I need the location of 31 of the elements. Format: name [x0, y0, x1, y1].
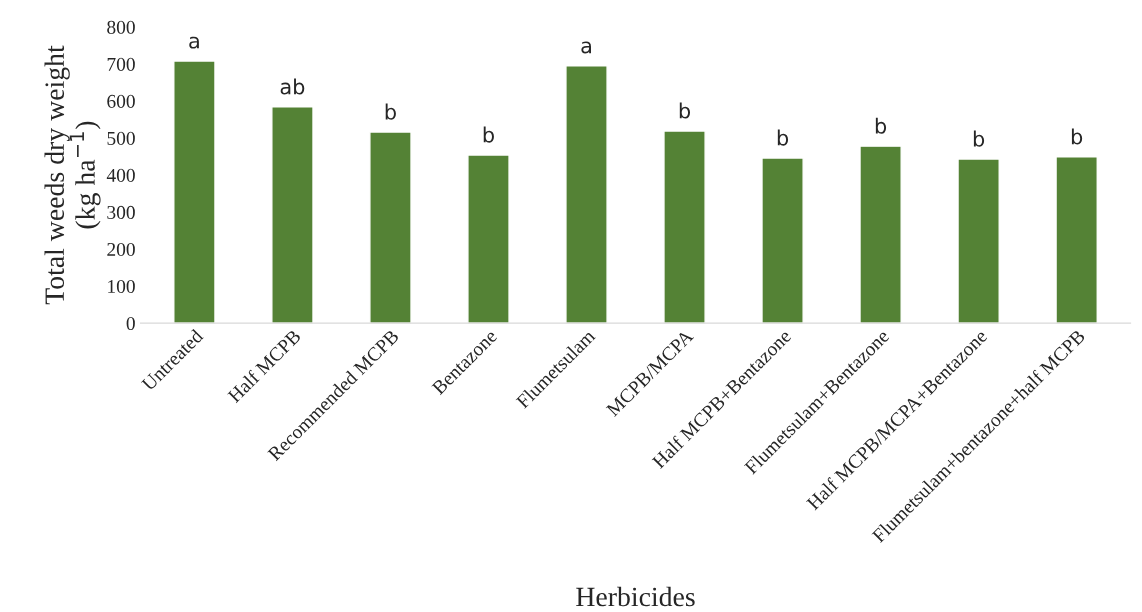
y-tick-label: 0 [126, 316, 135, 331]
bar [761, 157, 804, 324]
bar [663, 130, 706, 324]
bar [173, 60, 216, 324]
y-tick-label: 400 [106, 168, 135, 182]
bar [369, 131, 412, 324]
annotation: a [581, 41, 591, 54]
y-tick-label: 300 [107, 205, 135, 219]
bar [565, 65, 608, 324]
bar [1055, 156, 1098, 324]
bar [467, 154, 510, 324]
annotation: b [875, 117, 887, 134]
y-tick-label: 600 [107, 94, 135, 108]
annotation: ab [280, 78, 305, 95]
annotation: b [973, 130, 985, 147]
y-tick-label: 700 [107, 57, 135, 71]
annotation: b [679, 102, 691, 119]
x-axis-title: Herbicides [576, 586, 695, 607]
bar [957, 158, 1000, 324]
annotation: b [777, 129, 789, 146]
y-tick-label: 100 [108, 279, 135, 294]
bar [859, 145, 902, 324]
y-tick-label: 800 [107, 20, 135, 34]
annotation: b [1071, 128, 1083, 145]
annotation: a [189, 36, 199, 49]
y-tick-label: 500 [107, 131, 135, 145]
annotation: b [483, 126, 494, 143]
y-axis-title: Total weeds dry weight (kg ha$^{−1}$) [44, 45, 101, 305]
annotation: b [385, 103, 396, 120]
bar [271, 106, 314, 324]
y-tick-label: 200 [107, 242, 135, 257]
